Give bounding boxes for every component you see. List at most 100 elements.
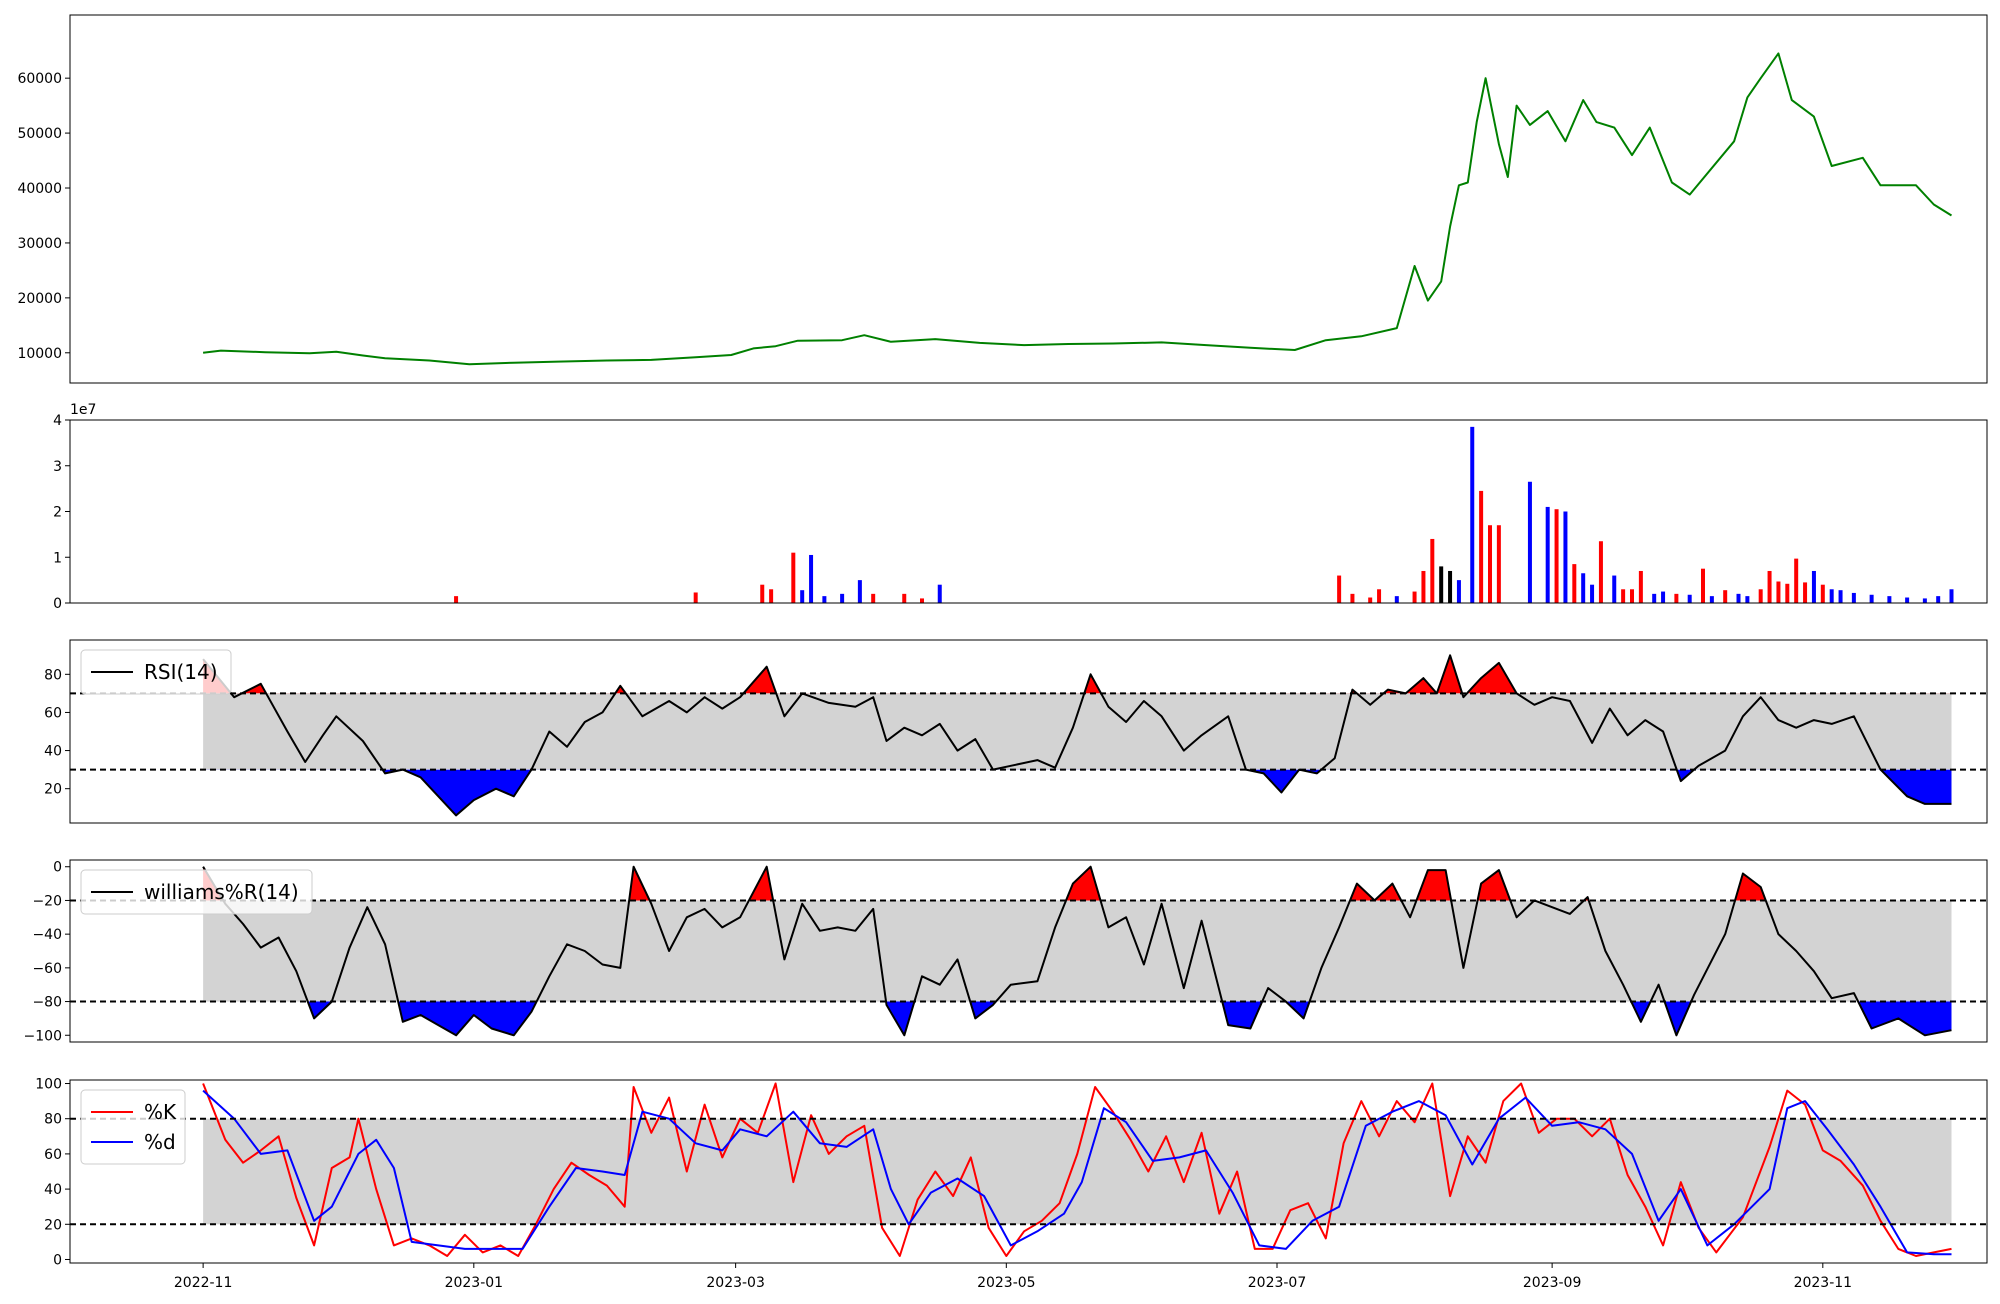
y-tick-label: 40000: [17, 181, 62, 197]
y-tick-label: 0: [53, 596, 62, 612]
volume-bar: [1838, 590, 1843, 603]
series-line-2: [202, 1089, 1952, 1256]
volume-bar: [871, 593, 876, 603]
volume-bar: [1430, 538, 1435, 603]
volume-bar: [1488, 525, 1492, 603]
x-tick-label: 2023-09: [1523, 1275, 1582, 1291]
axes-frame: [69, 859, 1988, 1043]
volume-bar: [1479, 490, 1484, 603]
x-tick-label: 2023-01: [445, 1275, 504, 1291]
volume-plot: [454, 426, 1954, 603]
volume-bar: [1412, 591, 1417, 603]
volume-bar: [1803, 582, 1808, 603]
x-axis: 2022-11 2023-01 2023-03 2023-05 2023-07 2023-…: [174, 1263, 1852, 1291]
volume-bar: [902, 593, 907, 603]
panel-3-plot: [202, 654, 1952, 817]
volume-bar: [920, 598, 924, 603]
volume-bar: [1851, 592, 1856, 603]
y-axis-5: 0 20 40 60 80 100: [35, 1077, 70, 1268]
y-axis-2: 0 1 2 3 4: [53, 413, 70, 612]
volume-bar: [1905, 597, 1910, 603]
volume-bar: [1745, 596, 1750, 603]
legend-label: williams%R(14): [144, 880, 299, 904]
y-tick-label: 40: [44, 744, 62, 760]
volume-bar: [1563, 511, 1568, 603]
volume-bar: [1687, 594, 1692, 603]
axes-frame: [69, 14, 1988, 384]
price-line: [202, 52, 1953, 366]
y-tick-label: 4: [53, 413, 62, 429]
y-tick-label: 60000: [17, 71, 62, 87]
volume-bar: [1736, 593, 1741, 603]
y-tick-label: 1: [53, 550, 62, 566]
volume-bar: [1887, 596, 1892, 603]
volume-bar: [1709, 596, 1714, 603]
y-tick-label: −40: [32, 927, 62, 943]
volume-bar: [1701, 568, 1705, 603]
x-tick-label: 2023-07: [1248, 1275, 1307, 1291]
volume-bar: [809, 554, 814, 603]
volume-bar: [1590, 584, 1595, 603]
panel-5-plot: [202, 1082, 1952, 1257]
volume-bar: [1377, 589, 1382, 603]
volume-bar: [1723, 590, 1728, 603]
volume-bar: [1758, 589, 1763, 603]
y-tick-label: 30000: [17, 236, 62, 252]
y-tick-label: −20: [32, 893, 62, 909]
volume-bar: [693, 592, 698, 603]
y-tick-label: 20000: [17, 291, 62, 307]
legend-box: [80, 1089, 186, 1165]
x-tick-label: 2023-05: [977, 1275, 1036, 1291]
series-line-1: [202, 1082, 1952, 1257]
volume-bar: [1794, 558, 1799, 603]
y-axis-1: 10000 20000 30000 40000 50000 60000: [17, 71, 70, 362]
x-tick-label: 2023-03: [706, 1275, 765, 1291]
volume-bar: [1350, 593, 1355, 603]
volume-bar: [937, 584, 942, 603]
volume-bar: [1785, 583, 1790, 603]
volume-bar: [1598, 541, 1603, 603]
legend: williams%R(14): [80, 869, 313, 915]
volume-bar: [1820, 584, 1825, 603]
y-tick-label: 0: [53, 1252, 62, 1268]
y-tick-label: 60: [44, 705, 62, 721]
y-tick-label: 10000: [17, 346, 62, 362]
axes-frame: [69, 419, 1988, 604]
volume-bar: [1767, 570, 1772, 603]
volume-bar: [1394, 596, 1399, 603]
y-tick-label: −80: [32, 995, 62, 1011]
volume-bar: [454, 596, 459, 603]
y-axis-3: 20 40 60 80: [44, 667, 70, 798]
legend: RSI(14): [80, 649, 232, 695]
volume-bar: [1572, 564, 1577, 603]
volume-bar: [1554, 509, 1559, 603]
y-tick-label: 100: [35, 1077, 62, 1093]
volume-bar: [1674, 593, 1679, 603]
volume-bar: [1638, 570, 1643, 603]
overbought-fill: [203, 866, 1952, 901]
x-tick-label: 2023-11: [1794, 1275, 1853, 1291]
y-tick-label: 20: [44, 1217, 62, 1233]
volume-bar: [840, 593, 845, 603]
volume-bar: [1776, 581, 1781, 603]
volume-bar: [1421, 570, 1426, 603]
volume-bar: [1922, 598, 1927, 603]
volume-bar: [1581, 573, 1586, 603]
volume-bar: [791, 552, 796, 603]
y-tick-label: −100: [24, 1028, 62, 1044]
volume-bar: [1337, 575, 1342, 603]
y-tick-label: 60: [44, 1147, 62, 1163]
volume-bar: [1612, 575, 1617, 603]
legend-box: [80, 649, 232, 695]
volume-bar: [1869, 594, 1874, 603]
volume-bar: [1368, 597, 1373, 603]
y-tick-label: 20: [44, 782, 62, 798]
volume-bar: [1456, 580, 1461, 603]
volume-bar: [1439, 566, 1444, 603]
volume-bar: [800, 590, 805, 603]
y-axis-4: 0 −20 −40 −60 −80 −100: [24, 860, 70, 1044]
volume-bar: [1652, 593, 1657, 603]
series-line-1: [202, 654, 1952, 817]
y-tick-label: −60: [32, 961, 62, 977]
